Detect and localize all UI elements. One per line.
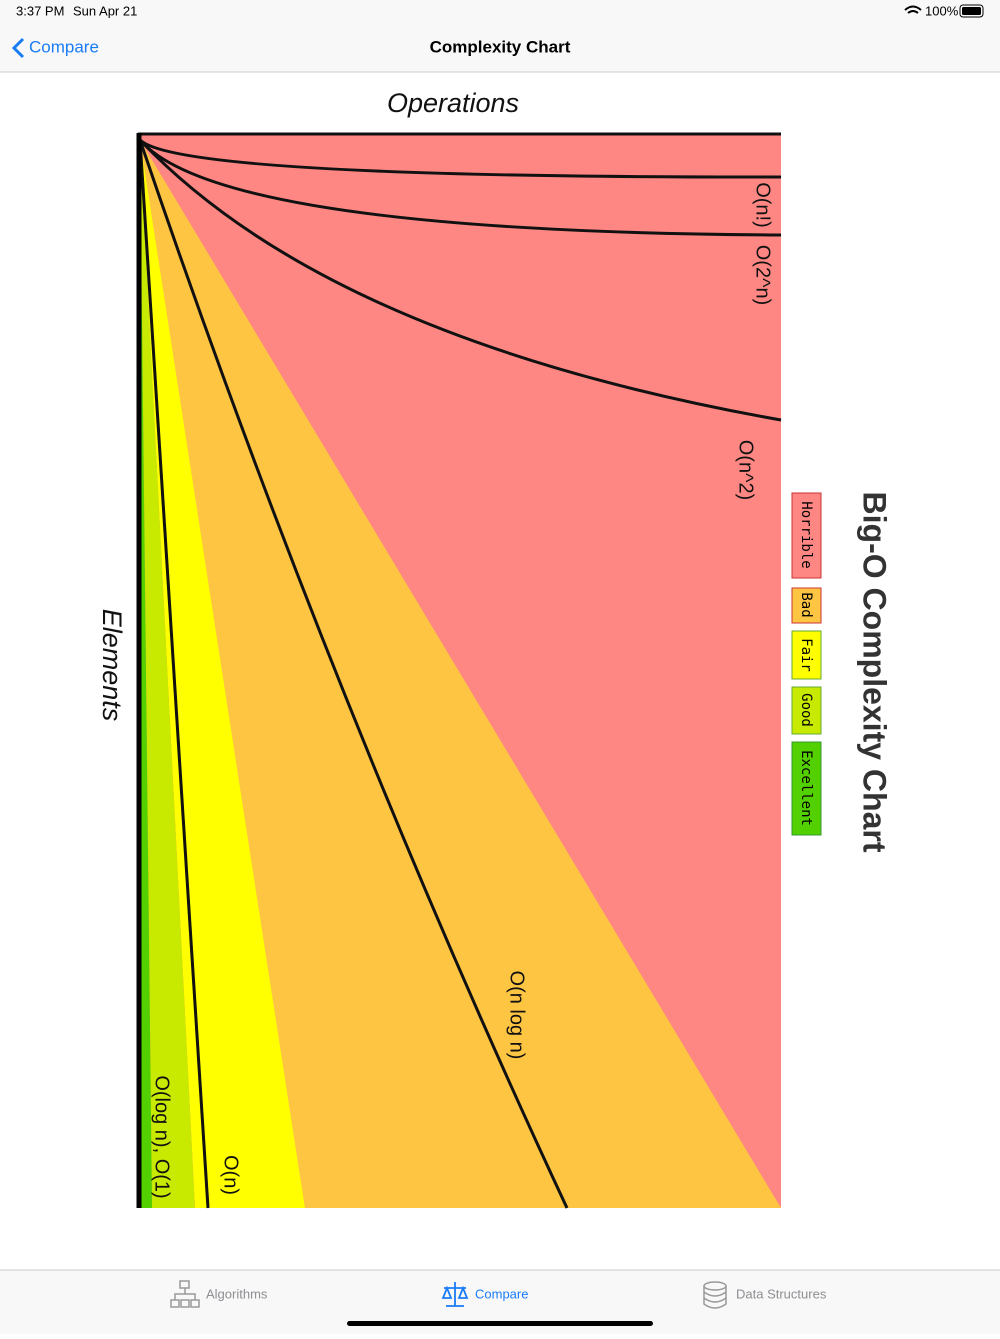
curve-label: O(n^2): [735, 440, 757, 501]
curve-nlogn: [138, 139, 569, 1209]
curve-exponential: [138, 139, 782, 237]
battery-fill: [962, 7, 981, 15]
legend-box: [791, 630, 822, 680]
x-label: Operations: [387, 88, 519, 118]
legend-box: [791, 492, 822, 579]
y-label: Elements: [97, 609, 127, 722]
region-good: [140, 140, 195, 1208]
curve-label: O(2^n): [752, 245, 774, 306]
algorithms-icon[interactable]: [170, 1280, 200, 1308]
status-time: 3:37 PM: [16, 3, 64, 18]
curve-linear: [138, 139, 210, 1209]
legend-box: [791, 587, 822, 624]
tab-label[interactable]: Algorithms: [206, 1286, 268, 1301]
tab-label[interactable]: Data Structures: [736, 1286, 827, 1301]
legend: Horrible Bad Fair Good Excellent: [791, 492, 822, 836]
curve-quadratic: [138, 138, 782, 422]
legend-label: Good: [798, 693, 814, 727]
legend-label: Horrible: [798, 501, 814, 568]
legend-box: [791, 686, 822, 735]
compare-icon[interactable]: [441, 1282, 469, 1307]
top-bar-bg: [0, 0, 1000, 72]
home-indicator: [347, 1321, 653, 1326]
legend-label: Bad: [798, 592, 814, 617]
battery-icon: [959, 4, 984, 18]
legend-label: Excellent: [798, 750, 814, 826]
curve-label: O(n!): [752, 182, 774, 228]
region-bad: [140, 140, 781, 1208]
chart-title: Big-O Complexity Chart: [857, 492, 893, 853]
curve-factorial: [138, 138, 782, 179]
region-excellent: [140, 140, 152, 1208]
legend-label: Fair: [798, 638, 814, 672]
back-chevron[interactable]: [11, 37, 25, 59]
curve-label: O(n log n): [506, 971, 528, 1060]
wifi-icon: [904, 5, 922, 14]
nav-title: Complexity Chart: [430, 37, 571, 56]
data-structures-icon[interactable]: [703, 1281, 727, 1309]
legend-box: [791, 741, 822, 836]
tab-label[interactable]: Compare: [475, 1286, 528, 1301]
status-date: Sun Apr 21: [73, 3, 137, 18]
chart-image: Operations Elements Big-O Complexity Cha…: [97, 88, 893, 1209]
back-button[interactable]: Compare: [29, 37, 99, 56]
curve-label: O(log n), O(1): [151, 1075, 173, 1198]
status-battery: 100%: [925, 3, 959, 18]
curve-label: O(n): [220, 1155, 242, 1195]
